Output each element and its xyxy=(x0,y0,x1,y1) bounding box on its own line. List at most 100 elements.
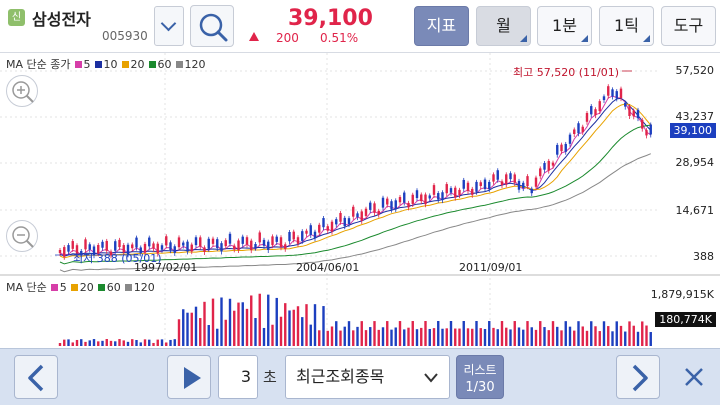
volume-bar xyxy=(241,302,244,346)
tools-button[interactable]: 도구 xyxy=(661,6,716,46)
volume-bar xyxy=(309,324,312,346)
candle xyxy=(88,244,91,250)
volume-bar xyxy=(220,297,223,346)
candle xyxy=(288,231,291,242)
candle xyxy=(356,213,359,218)
volume-bar xyxy=(186,312,189,346)
legend-swatch xyxy=(97,284,105,291)
volume-bar xyxy=(624,331,627,346)
volume-bar xyxy=(322,306,325,346)
candle xyxy=(598,101,601,112)
volume-bar xyxy=(237,302,240,346)
price-change-percent: 0.51% xyxy=(320,31,359,45)
candle xyxy=(275,236,278,242)
chart-area[interactable]: MA 단순 종가 5 10 20 60 120 MA 단순 5 20 60 120 57,520 … xyxy=(0,53,720,348)
indicator-button[interactable]: 지표 xyxy=(414,6,469,46)
close-icon xyxy=(685,368,703,386)
legend-swatch xyxy=(50,284,58,291)
candle xyxy=(71,241,74,249)
legend-swatch xyxy=(175,61,183,68)
volume-bar xyxy=(377,329,380,346)
volume-bar xyxy=(84,341,87,346)
zoom-out-icon xyxy=(12,226,34,248)
prev-button[interactable] xyxy=(14,355,58,399)
current-price: 39,100 xyxy=(288,6,373,31)
volume-bar xyxy=(126,341,130,346)
volume-bar xyxy=(109,340,113,346)
period-minute-button[interactable]: 1분 xyxy=(537,6,592,46)
volume-bar xyxy=(496,329,499,346)
candle xyxy=(152,243,155,249)
volume-bar xyxy=(156,339,159,346)
candle xyxy=(492,174,495,182)
candle xyxy=(645,130,648,136)
candle xyxy=(143,243,147,253)
volume-bar xyxy=(80,339,83,346)
volume-bar xyxy=(628,321,631,346)
volume-bar xyxy=(318,330,321,346)
stock-dropdown-button[interactable] xyxy=(154,6,184,46)
candle xyxy=(628,106,631,116)
candle xyxy=(454,187,457,198)
stock-list-select[interactable]: 최근조회종목 xyxy=(285,355,450,399)
volume-bar xyxy=(594,326,597,346)
candle xyxy=(479,182,482,187)
volume-bar xyxy=(67,339,70,346)
candle xyxy=(381,197,385,208)
candle xyxy=(415,190,419,199)
legend-label: MA 단순 종가 xyxy=(6,58,71,71)
volume-bar xyxy=(492,327,495,346)
candle xyxy=(462,179,465,189)
x-tick-label: 2004/06/01 xyxy=(296,261,360,274)
list-button[interactable]: 리스트 1/30 xyxy=(456,355,504,399)
candle xyxy=(84,239,87,250)
volume-bar xyxy=(632,325,635,346)
volume-bar xyxy=(479,328,482,346)
candle xyxy=(126,244,130,255)
candle xyxy=(347,218,351,225)
volume-bar xyxy=(267,294,270,346)
legend-item: 20 xyxy=(79,281,94,294)
candle xyxy=(211,238,215,244)
volume-bar xyxy=(573,330,576,346)
interval-seconds-input[interactable]: 3 xyxy=(218,355,258,399)
zoom-in-button[interactable] xyxy=(6,75,38,107)
next-button[interactable] xyxy=(616,355,660,399)
chevron-down-icon xyxy=(424,373,438,383)
volume-bar xyxy=(641,321,644,346)
volume-bar xyxy=(398,321,402,346)
volume-bar xyxy=(619,325,623,346)
price-chart[interactable] xyxy=(0,53,720,348)
candle xyxy=(509,173,512,180)
volume-bar xyxy=(288,310,291,346)
legend-swatch xyxy=(74,61,82,68)
period-month-button[interactable]: 월 xyxy=(476,6,531,46)
volume-bar xyxy=(160,339,164,346)
candle xyxy=(296,237,300,244)
candle xyxy=(305,230,308,234)
zoom-out-button[interactable] xyxy=(6,220,38,252)
candle xyxy=(237,240,240,251)
candle xyxy=(165,236,168,246)
search-button[interactable] xyxy=(190,5,234,47)
candle xyxy=(505,174,508,185)
x-tick-label: 1997/02/01 xyxy=(134,261,198,274)
volume-bar xyxy=(509,329,512,346)
candle xyxy=(318,224,321,233)
volume-bar xyxy=(585,330,589,346)
volume-bar xyxy=(313,304,317,346)
volume-bar xyxy=(522,329,525,346)
volume-bar xyxy=(203,301,206,346)
candle xyxy=(373,203,376,213)
candle xyxy=(169,242,172,251)
candle xyxy=(517,180,521,190)
candle xyxy=(156,243,159,254)
candle xyxy=(526,176,529,187)
close-button[interactable] xyxy=(676,359,712,395)
stock-selector[interactable]: 신 삼성전자 005930 xyxy=(4,5,154,47)
play-button[interactable] xyxy=(167,355,211,399)
candle xyxy=(602,96,606,101)
volume-bar xyxy=(543,327,546,346)
period-tick-button[interactable]: 1틱 xyxy=(599,6,654,46)
volume-bar xyxy=(97,341,100,346)
